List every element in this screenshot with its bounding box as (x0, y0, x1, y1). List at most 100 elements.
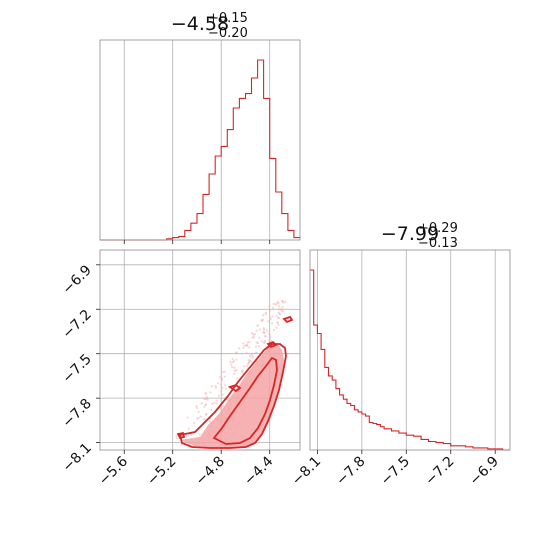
scatter-point (267, 320, 270, 323)
x-tick-label: −5.2 (144, 454, 179, 489)
scatter-point (243, 344, 246, 347)
x-tick-label: −7.2 (422, 454, 457, 489)
y-tick-label: −7.2 (59, 307, 94, 342)
scatter-point (221, 371, 224, 374)
scatter-point (250, 353, 253, 356)
scatter-point (281, 306, 284, 309)
scatter-point (203, 398, 206, 401)
marginal-panel-param2: −8.1 −7.8 −7.5 −7.2 −6.9 −7.99 +0.29 −0.13 (289, 221, 511, 489)
scatter-point (242, 346, 245, 349)
scatter-point (258, 336, 261, 339)
scatter-point (277, 316, 280, 319)
scatter-point (278, 305, 281, 308)
scatter-point (277, 323, 280, 326)
marginal-title-param2-upper: +0.29 (418, 221, 458, 236)
scatter-point (247, 346, 250, 349)
scatter-point (256, 324, 259, 327)
scatter-point (241, 371, 244, 374)
scatter-point (277, 308, 280, 311)
scatter-point (255, 352, 259, 355)
scatter-point (198, 433, 201, 436)
x-tick-label: −8.1 (289, 454, 324, 489)
scatter-point (269, 339, 272, 342)
x-tick-label: −7.8 (333, 454, 368, 489)
scatter-point (251, 336, 254, 339)
marginal-title-param2-lower: −0.13 (418, 236, 458, 251)
scatter-point (242, 365, 245, 368)
scatter-point (180, 443, 183, 446)
scatter-point (175, 434, 178, 437)
x-tick-label: −5.6 (96, 453, 131, 488)
x-tick-label: −7.5 (378, 454, 413, 489)
scatter-point (200, 402, 203, 405)
scatter-point (175, 437, 178, 440)
scatter-point (196, 406, 199, 410)
scatter-point (257, 345, 261, 348)
scatter-point (231, 358, 234, 361)
marginal-title-param2: −7.99 (381, 223, 439, 245)
scatter-point (217, 394, 220, 397)
scatter-point (186, 435, 189, 438)
scatter-point (233, 372, 236, 375)
scatter-point (280, 309, 283, 312)
contours (176, 315, 294, 449)
scatter-point (209, 391, 212, 394)
scatter-point (204, 403, 207, 406)
scatter-point (210, 385, 213, 388)
scatter-point (256, 342, 260, 345)
scatter-point (220, 376, 223, 379)
scatter-point (199, 415, 202, 418)
scatter-point (210, 408, 213, 411)
scatter-point (214, 385, 217, 388)
scatter-point (260, 340, 263, 343)
y-tick-label: −7.5 (59, 351, 94, 386)
scatter-point (245, 344, 248, 347)
contour-blob-2 (266, 340, 278, 349)
scatter-point (272, 328, 275, 331)
scatter-point (272, 306, 275, 309)
scatter-point (195, 405, 198, 408)
contour-blob-3 (282, 315, 294, 324)
scatter-point (205, 413, 208, 416)
scatter-point (284, 300, 287, 304)
scatter-point (189, 433, 192, 436)
contour-blob-4 (176, 431, 186, 440)
scatter-point (271, 322, 274, 325)
scatter-point (250, 332, 253, 335)
scatter-point (271, 315, 274, 318)
scatter-point (220, 383, 223, 386)
scatter-point (192, 421, 196, 424)
scatter-point (221, 393, 224, 396)
scatter-point (245, 365, 248, 368)
scatter-point (213, 401, 216, 404)
scatter-point (233, 366, 236, 369)
scatter-point (197, 410, 200, 414)
marginal-title-param1-upper: +0.15 (208, 11, 248, 26)
scatter-point (238, 347, 241, 350)
scatter-point (247, 361, 251, 364)
scatter-point (224, 383, 227, 386)
panel-frame (99, 39, 301, 241)
scatter-point (216, 402, 219, 405)
scatter-point (269, 336, 272, 339)
scatter-point (203, 405, 206, 408)
scatter-point (247, 359, 250, 362)
scatter-point (262, 327, 265, 330)
joint-panel: −5.6 −5.2 −4.8 −4.4 −8.1 −7.8 −7.5 −7.2 −6.9 (59, 249, 301, 489)
scatter-point (220, 378, 223, 381)
x-tick-label: −6.9 (467, 454, 502, 489)
scatter-point (235, 358, 238, 361)
scatter-point (230, 363, 233, 366)
scatter-point (263, 331, 266, 334)
scatter-point (268, 305, 271, 308)
scatter-point (272, 302, 275, 305)
scatter-point (278, 312, 281, 315)
scatter-point (275, 326, 278, 329)
scatter-point (261, 320, 264, 323)
scatter-point (196, 417, 199, 420)
scatter-point (229, 360, 232, 363)
scatter-point (221, 387, 224, 390)
scatter-point (276, 321, 279, 324)
scatter-point (276, 301, 279, 304)
